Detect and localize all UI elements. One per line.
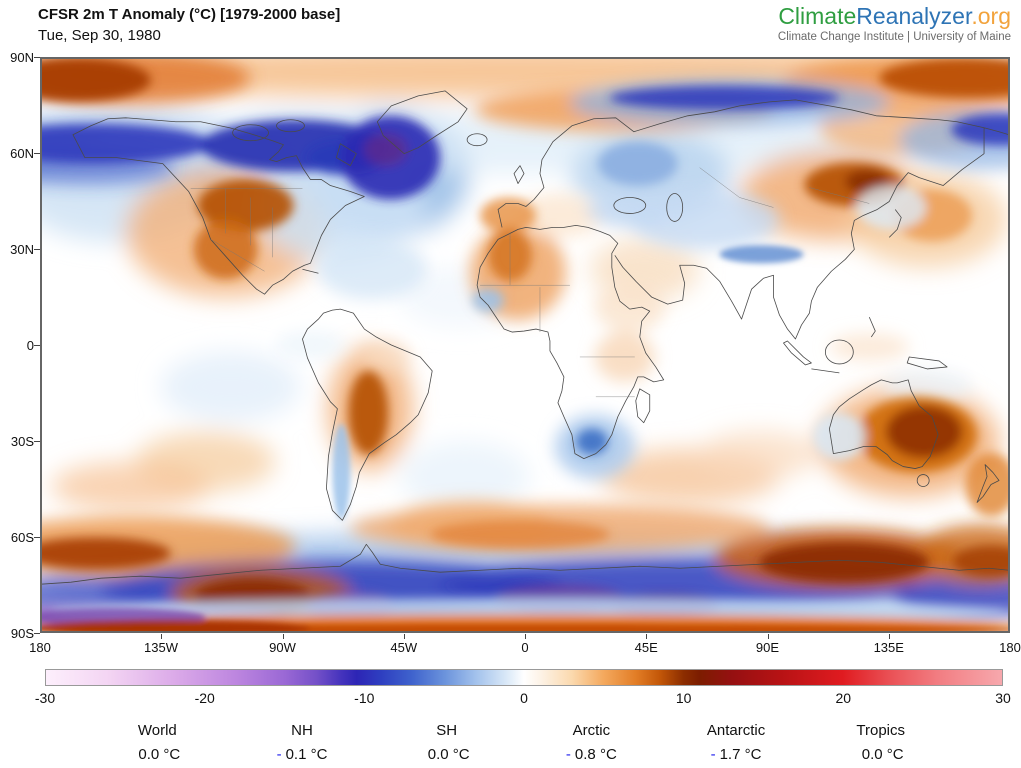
lon-label: 45W <box>390 640 418 655</box>
lat-tick <box>34 153 40 154</box>
map-frame <box>40 57 1010 633</box>
colorbar-tick-label: -30 <box>34 690 56 706</box>
lon-tick <box>888 634 890 639</box>
lat-tick <box>34 57 40 58</box>
stat-label: World <box>137 722 177 739</box>
lon-label: 135E <box>873 640 904 655</box>
lon-label: 45E <box>634 640 658 655</box>
logo-part-org: .org <box>971 3 1011 29</box>
colorbar-tick-label: -10 <box>354 690 375 706</box>
logo-part-reanalyzer: Reanalyzer <box>856 3 972 29</box>
anomaly-details <box>41 245 1009 632</box>
stat-arctic: Arctic -0.8 °C <box>519 722 664 763</box>
stat-label: Tropics <box>856 722 905 739</box>
stat-world: World 0.0 °C <box>85 722 230 763</box>
logo-part-climate: Climate <box>778 3 857 29</box>
colorbar-tick-label: 10 <box>675 690 692 706</box>
lon-tick <box>646 634 648 639</box>
map-border <box>41 58 1009 632</box>
lat-label: 30N <box>10 242 34 257</box>
stat-nh: NH -0.1 °C <box>230 722 375 763</box>
lat-label: 60N <box>10 146 34 161</box>
lat-label: 90S <box>10 626 34 641</box>
logo-subtitle: Climate Change Institute | University of… <box>777 31 1011 44</box>
date-label: Tue, Sep 30, 1980 <box>38 27 161 44</box>
lat-label: 0 <box>26 338 34 353</box>
lat-tick <box>34 633 40 634</box>
minus-sign: - <box>565 746 571 763</box>
world-map-svg <box>41 58 1009 632</box>
lon-tick <box>767 634 769 639</box>
lat-tick <box>34 249 40 250</box>
lon-label: 180 <box>29 640 51 655</box>
logo-wordmark[interactable]: ClimateReanalyzer.org <box>778 3 1011 29</box>
regional-stats: World 0.0 °C NH -0.1 °C SH 0.0 °C Arctic… <box>85 722 953 763</box>
stat-value: 0.0 °C <box>808 746 953 763</box>
lon-tick <box>161 634 162 639</box>
lat-label: 60S <box>10 530 34 545</box>
colorbar-tick-label: -20 <box>194 690 215 706</box>
stat-value: -0.1 °C <box>230 746 375 763</box>
lat-tick <box>34 537 40 538</box>
stat-value: -0.8 °C <box>519 746 664 763</box>
lon-label: 90E <box>755 640 780 655</box>
lon-label: 180 <box>999 640 1021 655</box>
stat-value: -1.7 °C <box>664 746 809 763</box>
lat-label: 90N <box>10 50 34 65</box>
coastlines <box>41 90 1009 585</box>
stat-antarctic: Antarctic -1.7 °C <box>664 722 809 763</box>
stat-number: 1.7 °C <box>719 746 762 763</box>
colorbar-tick-label: 30 <box>995 690 1011 706</box>
stat-sh: SH 0.0 °C <box>374 722 519 763</box>
stat-label: Antarctic <box>706 722 766 739</box>
country-borders <box>190 167 870 398</box>
lat-tick <box>34 345 40 346</box>
lat-tick <box>34 441 40 442</box>
minus-sign: - <box>710 746 716 763</box>
lon-label: 90W <box>269 640 296 655</box>
site-logo[interactable]: ClimateReanalyzer.org Climate Change Ins… <box>777 3 1011 44</box>
stat-number: 0.0 °C <box>861 746 904 763</box>
lon-tick <box>282 634 284 639</box>
stat-value: 0.0 °C <box>374 746 519 763</box>
colorbar-tick-label: 20 <box>835 690 852 706</box>
stat-value: 0.0 °C <box>85 746 230 763</box>
stat-number: 0.0 °C <box>427 746 470 763</box>
colorbar <box>45 669 1003 686</box>
stat-tropics: Tropics 0.0 °C <box>808 722 953 763</box>
stat-label: NH <box>291 722 313 739</box>
stat-label: SH <box>436 722 458 739</box>
lon-tick <box>525 634 526 639</box>
page-title: CFSR 2m T Anomaly (°C) [1979-2000 base] <box>38 6 341 23</box>
lon-tick <box>403 634 405 639</box>
stat-label: Arctic <box>572 722 611 739</box>
stat-number: 0.0 °C <box>138 746 181 763</box>
minus-sign: - <box>276 746 282 763</box>
lon-label: 135W <box>144 640 178 655</box>
stat-number: 0.1 °C <box>285 746 328 763</box>
stat-number: 0.8 °C <box>574 746 617 763</box>
colorbar-tick-label: 0 <box>520 690 528 706</box>
lon-label: 0 <box>521 640 529 655</box>
lat-label: 30S <box>10 434 34 449</box>
